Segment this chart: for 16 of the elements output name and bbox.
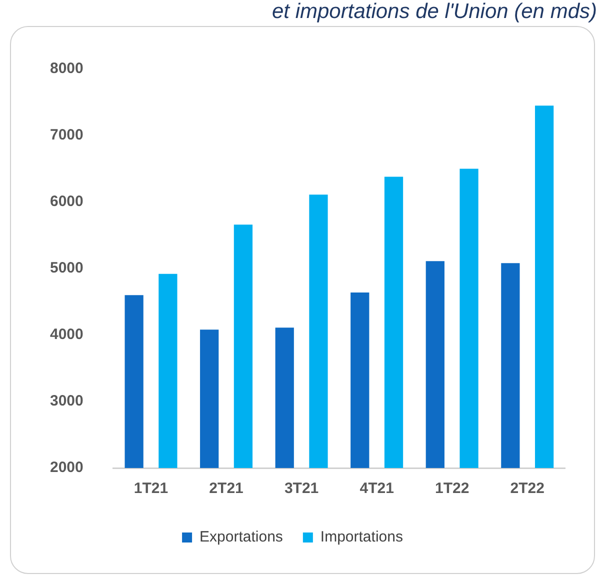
y-tick-label: 5000 [50, 260, 84, 277]
legend-label: Importations [320, 528, 403, 546]
y-tick-label: 8000 [50, 60, 84, 78]
y-tick-label: 7000 [50, 126, 84, 144]
x-tick-label: 2T22 [510, 480, 544, 498]
x-tick-label: 1T22 [434, 480, 470, 498]
x-tick-label: 2T21 [209, 480, 244, 498]
y-tick-label: 6000 [50, 193, 84, 210]
y-tick-label: 3000 [50, 392, 84, 410]
x-tick-label: 1T21 [134, 480, 168, 498]
x-tick-label: 4T21 [360, 480, 394, 498]
legend-label: Exportations [200, 528, 283, 546]
y-tick-label: 4000 [50, 326, 84, 344]
y-tick-label: 2000 [50, 459, 84, 476]
chart-title: et importations de l'Union (en mds) [271, 0, 597, 24]
x-tick-label: 3T21 [284, 480, 319, 498]
